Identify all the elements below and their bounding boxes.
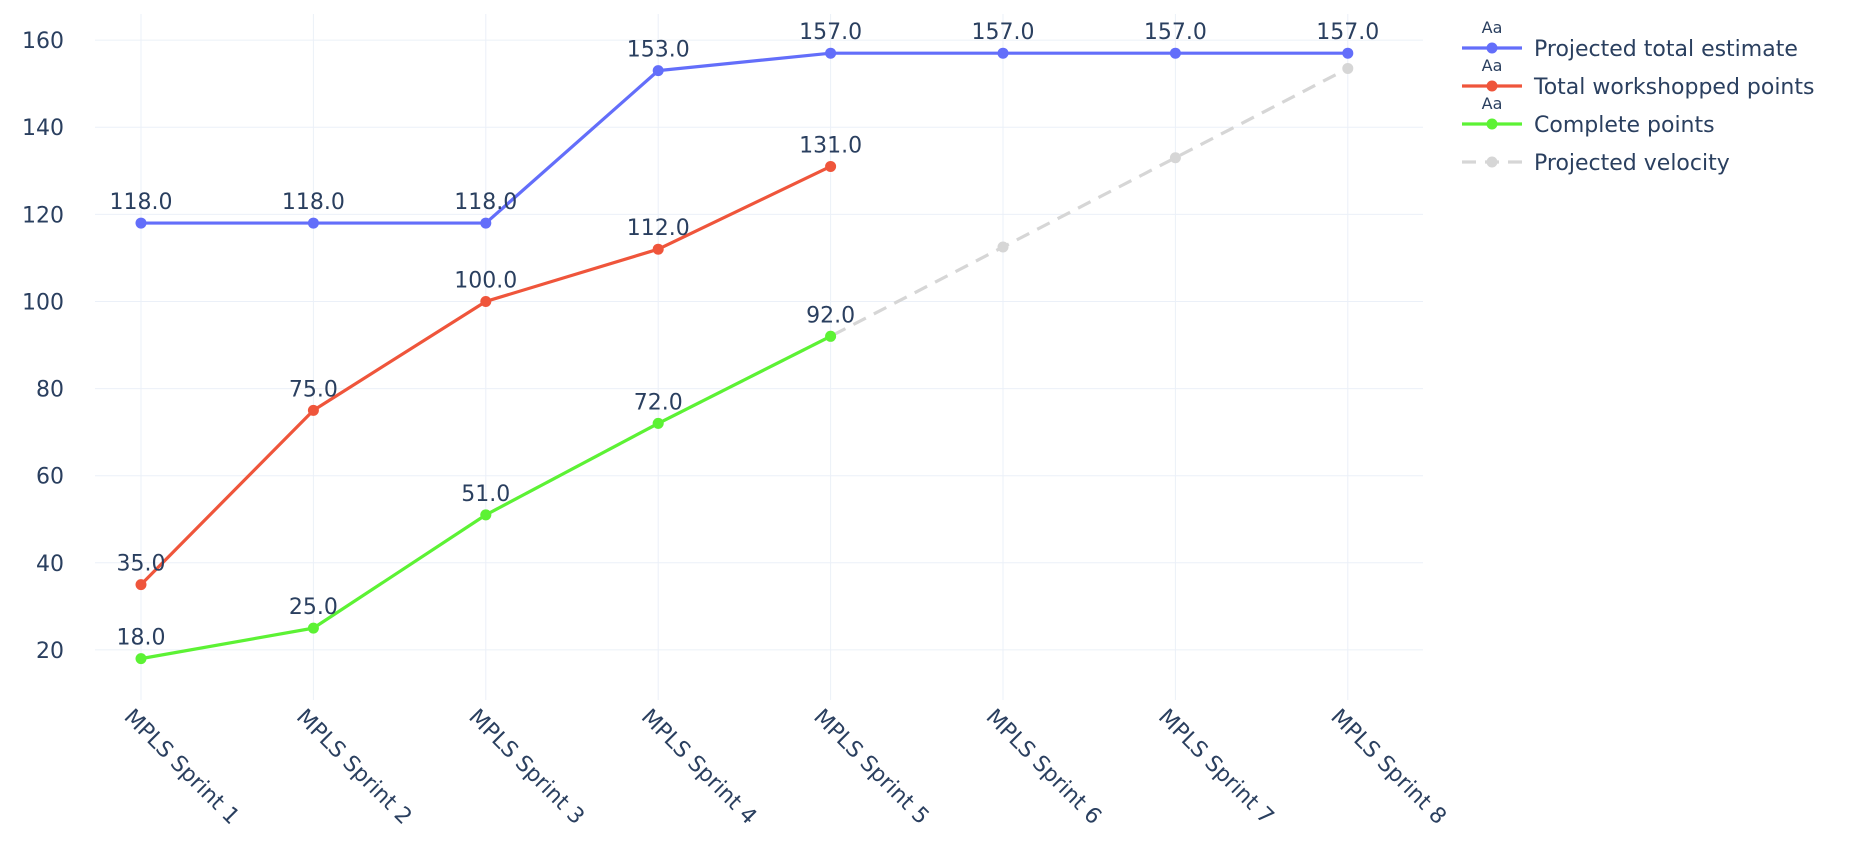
data-point [307, 217, 319, 229]
series-line [141, 51, 1348, 225]
y-axis: 20 40 60 80 100 120 140 160 [22, 29, 64, 664]
legend-label: Total workshopped points [1533, 75, 1814, 100]
series-layer: 118.0 118.0 118.0 153.0 157.0 157.0 157.0 157.0… [110, 20, 1379, 665]
data-point [480, 295, 492, 307]
data-label: 100.0 [454, 268, 517, 293]
data-label: 118.0 [282, 190, 345, 215]
data-point [135, 217, 147, 229]
data-label: 157.0 [1316, 20, 1379, 45]
x-tick-label: MPLS Sprint 7 [1153, 705, 1278, 830]
data-label: 92.0 [806, 303, 855, 328]
data-point [652, 417, 664, 429]
y-tick-label: 80 [36, 378, 64, 403]
legend-label: Projected total estimate [1534, 37, 1798, 62]
series-projected-total-estimate [135, 47, 1354, 229]
x-tick-label: MPLS Sprint 2 [291, 705, 416, 830]
data-label: 131.0 [799, 133, 862, 158]
y-tick-label: 40 [36, 552, 64, 577]
data-point [480, 509, 492, 521]
data-label: 118.0 [454, 190, 517, 215]
data-point [997, 47, 1009, 59]
data-label: 157.0 [799, 20, 862, 45]
data-label: 25.0 [289, 595, 338, 620]
data-label: 72.0 [634, 390, 683, 415]
data-point [825, 47, 837, 59]
legend[interactable]: Aa Projected total estimate Aa Total worksh… [1462, 18, 1814, 176]
legend-item[interactable]: Aa Total workshopped points [1462, 56, 1814, 100]
data-point [1342, 47, 1354, 59]
data-point [307, 404, 319, 416]
data-point [652, 243, 664, 255]
data-label: 157.0 [972, 20, 1035, 45]
x-tick-label: MPLS Sprint 4 [636, 705, 761, 830]
legend-swatch-marker [1486, 156, 1498, 168]
data-point [1169, 47, 1181, 59]
x-tick-label: MPLS Sprint 8 [1326, 705, 1451, 830]
grid [95, 14, 1423, 700]
data-point [307, 622, 319, 634]
data-label: 112.0 [627, 216, 690, 241]
series-complete-points [135, 330, 837, 665]
x-tick-label: MPLS Sprint 6 [981, 705, 1106, 830]
data-point [1342, 62, 1354, 74]
data-point [135, 579, 147, 591]
data-point [825, 330, 837, 342]
y-tick-label: 160 [22, 29, 64, 54]
data-point [825, 160, 837, 172]
series-projected-velocity [480, 62, 1354, 521]
y-tick-label: 120 [22, 203, 64, 228]
legend-label: Projected velocity [1534, 151, 1730, 176]
data-label: 153.0 [627, 38, 690, 63]
x-tick-label: MPLS Sprint 1 [119, 705, 244, 830]
legend-swatch-marker [1486, 42, 1498, 54]
x-tick-label: MPLS Sprint 3 [464, 705, 589, 830]
legend-item[interactable]: Aa Projected total estimate [1462, 18, 1798, 62]
data-label: 157.0 [1144, 20, 1207, 45]
data-point [652, 65, 664, 77]
legend-badge: Aa [1482, 18, 1503, 37]
data-point [997, 241, 1009, 253]
legend-item[interactable]: Aa Complete points [1462, 94, 1715, 138]
data-label: 18.0 [117, 626, 166, 651]
data-label: 35.0 [117, 552, 166, 577]
data-point [1169, 152, 1181, 164]
legend-swatch-marker [1486, 118, 1498, 130]
y-tick-label: 100 [22, 290, 64, 315]
x-tick-label: MPLS Sprint 5 [808, 705, 933, 830]
legend-label: Complete points [1534, 113, 1715, 138]
legend-swatch-marker [1486, 80, 1498, 92]
y-tick-label: 60 [36, 465, 64, 490]
data-label: 75.0 [289, 377, 338, 402]
legend-item[interactable]: Projected velocity [1462, 151, 1730, 176]
data-label: 118.0 [110, 190, 173, 215]
legend-badge: Aa [1482, 56, 1503, 75]
data-point [480, 217, 492, 229]
data-label: 51.0 [461, 482, 510, 507]
series-total-workshopped-points [135, 160, 837, 591]
data-point [135, 653, 147, 665]
y-tick-label: 20 [36, 639, 64, 664]
x-axis: MPLS Sprint 1 MPLS Sprint 2 MPLS Sprint 3 M… [119, 705, 1451, 830]
legend-badge: Aa [1482, 94, 1503, 113]
y-tick-label: 140 [22, 116, 64, 141]
